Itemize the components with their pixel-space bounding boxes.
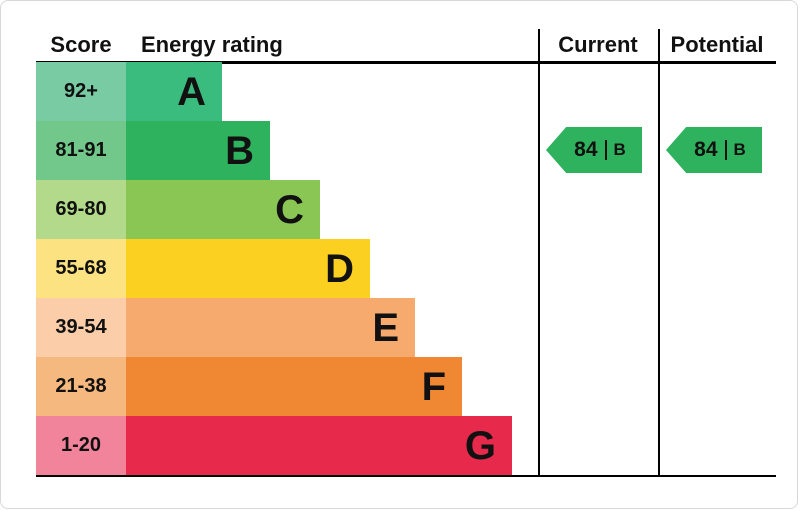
potential-rating-arrow: 84 B (666, 127, 762, 173)
rating-letter-f: F (421, 364, 446, 409)
rating-letter-d: D (325, 246, 354, 291)
score-cell-b: 81-91 (36, 121, 126, 180)
rating-bar-f: F (126, 357, 462, 416)
potential-rating-letter: B (733, 140, 746, 159)
score-cell-a: 92+ (36, 62, 126, 121)
rating-bar-d: D (126, 239, 370, 298)
rating-letter-a: A (177, 69, 206, 114)
band-row-e: 39-54 E (36, 298, 776, 357)
score-label-e: 39-54 (55, 316, 107, 338)
rating-letter-g: G (464, 423, 496, 468)
arrow-divider (604, 140, 607, 160)
chart-bottom-line (36, 475, 776, 477)
rating-bar-b: B (126, 121, 270, 180)
header-energy-rating: Energy rating (141, 32, 283, 57)
rating-bar-c: C (126, 180, 320, 239)
header-underline (36, 61, 776, 64)
header-potential: Potential (670, 32, 764, 57)
rating-letter-b: B (225, 128, 254, 173)
potential-column-divider (658, 29, 660, 475)
potential-rating-value: 84 (694, 138, 718, 161)
header-current: Current (558, 32, 638, 57)
band-row-c: 69-80 C (36, 180, 776, 239)
score-label-g: 1-20 (60, 434, 102, 456)
rating-bar-e: E (126, 298, 415, 357)
band-row-a: 92+ A (36, 62, 776, 121)
score-cell-e: 39-54 (36, 298, 126, 357)
band-row-f: 21-38 F (36, 357, 776, 416)
score-cell-c: 69-80 (36, 180, 126, 239)
band-row-b: 81-91 B (36, 121, 776, 180)
score-cell-f: 21-38 (36, 357, 126, 416)
current-column-divider (538, 29, 540, 475)
rating-bar-a: A (126, 62, 222, 121)
score-cell-g: 1-20 (36, 416, 126, 475)
band-row-g: 1-20 G (36, 416, 776, 475)
arrow-divider (724, 140, 727, 160)
score-label-b: 81-91 (55, 139, 107, 161)
score-cell-d: 55-68 (36, 239, 126, 298)
rating-letter-e: E (372, 305, 399, 350)
score-label-d: 55-68 (55, 257, 107, 279)
current-rating-arrow: 84 B (546, 127, 642, 173)
score-label-f: 21-38 (55, 375, 107, 397)
current-rating-letter: B (613, 140, 626, 159)
rating-letter-c: C (275, 187, 304, 232)
band-row-d: 55-68 D (36, 239, 776, 298)
current-rating-value: 84 (574, 138, 598, 161)
rating-bar-g: G (126, 416, 512, 475)
score-label-a: 92+ (64, 80, 98, 102)
score-label-c: 69-80 (55, 198, 107, 220)
header-score: Score (50, 32, 112, 57)
